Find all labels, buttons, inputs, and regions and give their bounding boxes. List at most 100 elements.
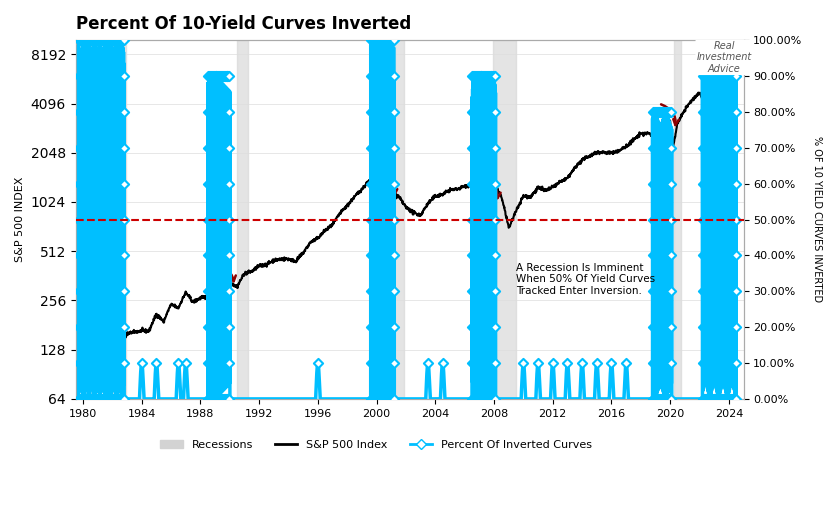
Point	[473, 144, 487, 152]
Point	[93, 216, 106, 224]
Point	[656, 359, 670, 367]
Point	[662, 108, 675, 116]
Point	[649, 251, 662, 260]
Point	[487, 72, 501, 80]
Point	[649, 216, 662, 224]
Point	[697, 72, 711, 80]
Point	[81, 287, 94, 295]
Point	[80, 216, 94, 224]
Point	[485, 359, 498, 367]
Point	[111, 108, 125, 116]
Point	[375, 359, 389, 367]
Point	[473, 72, 487, 80]
Point	[725, 323, 738, 331]
Point	[377, 144, 390, 152]
Point	[465, 251, 478, 260]
Point	[117, 72, 130, 80]
Point	[84, 108, 98, 116]
Point	[466, 251, 480, 260]
Point	[709, 251, 722, 260]
Point	[212, 179, 225, 188]
Point	[92, 395, 105, 403]
Point	[472, 179, 486, 188]
Point	[467, 359, 481, 367]
Point	[471, 395, 484, 403]
Point	[381, 251, 395, 260]
Point	[716, 36, 729, 44]
Point	[83, 144, 96, 152]
Point	[697, 108, 711, 116]
Point	[487, 395, 500, 403]
Point	[207, 144, 221, 152]
Point	[205, 287, 218, 295]
Point	[662, 323, 675, 331]
Point	[382, 179, 395, 188]
Point	[217, 395, 230, 403]
Point	[386, 251, 400, 260]
Point	[113, 179, 126, 188]
Point	[370, 323, 384, 331]
Point	[477, 108, 490, 116]
Point	[97, 72, 110, 80]
Point	[474, 144, 487, 152]
Point	[385, 108, 399, 116]
Point	[645, 359, 659, 367]
Point	[210, 179, 223, 188]
Point	[481, 395, 494, 403]
Point	[646, 144, 660, 152]
Point	[721, 144, 735, 152]
Point	[364, 179, 377, 188]
Point	[222, 395, 236, 403]
Point	[76, 287, 89, 295]
Point	[86, 72, 99, 80]
Point	[74, 323, 87, 331]
Point	[374, 108, 387, 116]
Point	[89, 36, 102, 44]
Point	[478, 216, 492, 224]
Point	[107, 287, 120, 295]
Point	[372, 359, 385, 367]
Point	[210, 359, 223, 367]
Point	[697, 36, 711, 44]
Point	[364, 144, 377, 152]
Point	[100, 144, 114, 152]
Point	[369, 144, 382, 152]
Point	[90, 287, 104, 295]
Point	[726, 144, 739, 152]
Point	[110, 251, 124, 260]
Point	[82, 108, 95, 116]
Point	[701, 179, 714, 188]
Point	[74, 72, 87, 80]
Point	[476, 108, 489, 116]
Point	[78, 251, 91, 260]
Point	[711, 251, 725, 260]
Point	[383, 179, 396, 188]
Point	[213, 323, 227, 331]
Point	[366, 359, 380, 367]
Point	[652, 359, 665, 367]
Point	[381, 108, 395, 116]
Point	[385, 216, 398, 224]
Point	[109, 251, 122, 260]
Point	[106, 323, 120, 331]
Point	[664, 179, 677, 188]
Point	[700, 323, 713, 331]
Point	[368, 395, 381, 403]
Point	[710, 108, 723, 116]
Point	[702, 251, 716, 260]
Point	[366, 216, 380, 224]
Point	[589, 359, 603, 367]
Point	[380, 323, 394, 331]
Point	[114, 287, 127, 295]
Point	[83, 287, 96, 295]
Point	[99, 251, 113, 260]
Point	[716, 287, 729, 295]
Point	[110, 251, 123, 260]
Point	[724, 108, 737, 116]
Point	[378, 251, 391, 260]
Point	[378, 359, 391, 367]
Point	[650, 144, 663, 152]
Point	[108, 395, 121, 403]
Point	[89, 395, 103, 403]
Point	[710, 251, 723, 260]
